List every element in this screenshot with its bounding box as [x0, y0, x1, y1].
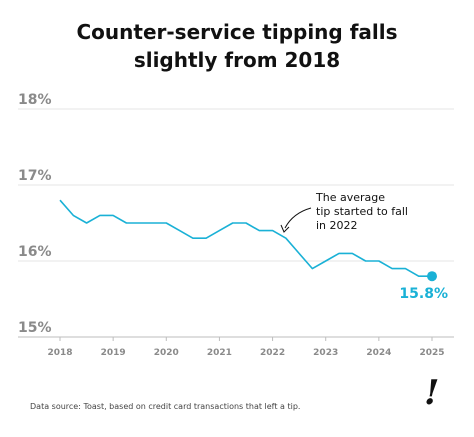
chart-title: Counter-service tipping falls slightly f… [0, 18, 474, 74]
y-tick-label: 16% [18, 244, 52, 260]
x-tick-label: 2019 [101, 348, 126, 358]
x-tick-label: 2023 [313, 348, 338, 358]
series-line [59, 199, 432, 277]
x-tick-label: 2024 [366, 348, 391, 358]
y-tick-label: 17% [18, 168, 52, 184]
x-tick-label: 2020 [154, 348, 179, 358]
annotation-line-2: tip started to fall [316, 205, 408, 218]
y-tick-label: 15% [18, 320, 52, 336]
x-tick-label: 2018 [47, 348, 72, 358]
annotation-line-1: The average [315, 191, 385, 204]
x-tick-label: 2025 [419, 348, 444, 358]
y-axis-ticks: 15% 16% 17% 18% [18, 92, 52, 336]
annotation-arrow [284, 207, 312, 229]
chart-title-line-2: slightly from 2018 [133, 48, 341, 72]
x-axis-ticks: 2018 2019 2020 2021 2022 2023 2024 2025 [47, 337, 445, 358]
y-tick-label: 18% [18, 92, 52, 108]
annotation-arrowhead [280, 224, 290, 233]
source-note: Data source: Toast, based on credit card… [30, 402, 301, 411]
gridlines [18, 108, 454, 338]
annotation-line-3: in 2022 [316, 219, 358, 232]
end-point-marker [427, 271, 437, 282]
x-tick-label: 2022 [260, 348, 285, 358]
chart-title-line-1: Counter-service tipping falls [76, 20, 398, 44]
end-value-label: 15.8% [399, 286, 448, 302]
x-tick-label: 2021 [207, 348, 232, 358]
annotation: The average tip started to fall in 2022 [280, 191, 408, 233]
